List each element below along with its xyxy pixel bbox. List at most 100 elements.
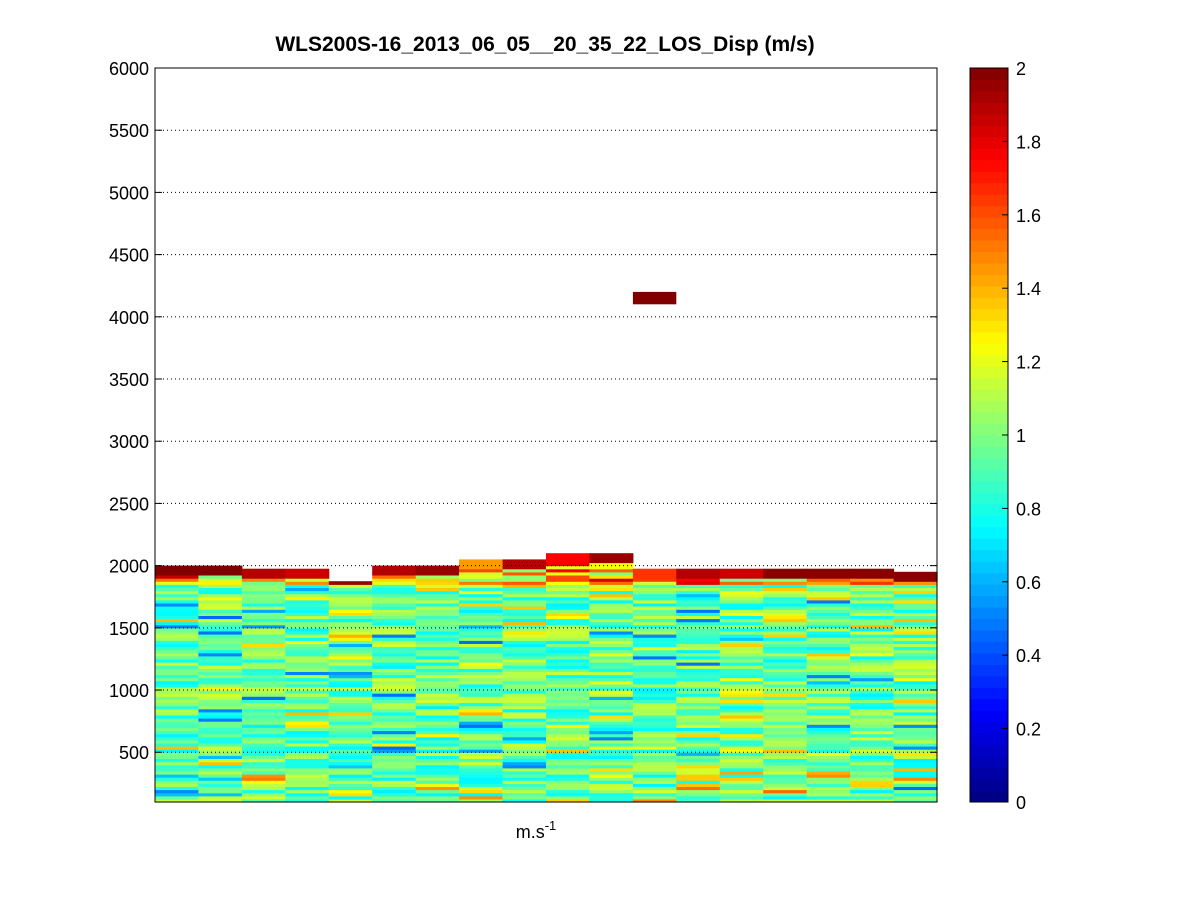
heatmap-cell	[546, 602, 590, 607]
heatmap-cell	[632, 711, 677, 716]
heatmap-cell	[459, 621, 504, 626]
y-tick-label: 3500	[109, 370, 149, 390]
heatmap-cell	[198, 705, 243, 710]
heatmap-cell	[328, 736, 373, 741]
heatmap-cell	[415, 637, 460, 641]
heatmap-cell	[763, 693, 808, 697]
heatmap-cell	[676, 662, 721, 666]
heatmap-cell	[328, 606, 373, 610]
heatmap-cell	[893, 683, 938, 688]
heatmap-cell	[806, 708, 851, 713]
heatmap-cell	[372, 795, 417, 800]
heatmap-cell	[763, 609, 808, 613]
heatmap-cell	[241, 643, 286, 648]
heatmap-cell	[459, 718, 504, 722]
heatmap-cell	[546, 786, 590, 791]
colorbar-tick-label: 1.6	[1016, 206, 1041, 226]
heatmap-cell	[155, 637, 199, 641]
heatmap-cell	[459, 690, 504, 694]
colorbar-swatch	[970, 572, 1008, 585]
colorbar-tick-label: 0.4	[1016, 646, 1041, 666]
heatmap-cell-top	[676, 568, 721, 573]
heatmap-cell	[372, 668, 417, 672]
heatmap-cell	[285, 795, 330, 800]
heatmap-cell	[719, 674, 764, 679]
heatmap-cell	[806, 615, 851, 620]
heatmap-cell	[806, 640, 851, 644]
heatmap-cell-top	[676, 575, 721, 579]
heatmap-cell	[676, 609, 721, 613]
heatmap-cell	[850, 624, 895, 629]
heatmap-cell	[632, 612, 677, 616]
heatmap-cell	[546, 730, 590, 735]
heatmap-cell-top	[850, 568, 895, 573]
heatmap-cell	[806, 780, 851, 784]
heatmap-cell	[372, 652, 417, 657]
heatmap-cell	[241, 630, 286, 635]
heatmap-cell	[241, 792, 286, 797]
heatmap-cell	[850, 789, 895, 794]
heatmap-cell	[546, 665, 590, 669]
heatmap-cell	[632, 618, 677, 623]
heatmap-cell	[676, 746, 721, 750]
heatmap-cell	[155, 618, 199, 623]
heatmap-cell	[155, 798, 199, 803]
heatmap-cell	[285, 599, 330, 604]
heatmap-cell	[372, 686, 417, 691]
heatmap-cell	[502, 643, 547, 648]
heatmap-cell	[589, 665, 634, 669]
heatmap-cell	[241, 789, 286, 794]
heatmap-cell	[502, 624, 547, 629]
heatmap-cell	[372, 798, 417, 803]
heatmap-cell	[893, 652, 938, 657]
colorbar-swatch	[970, 125, 1008, 138]
heatmap-cell	[632, 761, 677, 766]
heatmap-cell-top	[415, 581, 460, 585]
heatmap-cell	[372, 727, 417, 732]
heatmap-cell	[459, 646, 504, 651]
heatmap-cell	[850, 764, 895, 769]
heatmap-cell	[241, 746, 286, 750]
heatmap-cell	[589, 658, 634, 663]
heatmap-cell	[459, 774, 504, 778]
heatmap-cell	[198, 752, 243, 756]
heatmap-cell	[632, 696, 677, 700]
heatmap-cell	[806, 777, 851, 781]
heatmap-cell	[285, 683, 330, 688]
heatmap-cell	[502, 662, 547, 666]
heatmap-cell	[328, 752, 373, 756]
heatmap-cell	[850, 640, 895, 644]
heatmap-cell	[285, 615, 330, 620]
heatmap-cell	[806, 609, 851, 613]
heatmap-cell	[415, 714, 460, 719]
heatmap-cell	[241, 705, 286, 710]
colorbar-swatch	[970, 664, 1008, 677]
heatmap-cell	[198, 637, 243, 641]
heatmap-cell	[415, 798, 460, 803]
heatmap-cell	[415, 739, 460, 744]
heatmap-cell	[285, 593, 330, 598]
heatmap-cell	[763, 621, 808, 626]
heatmap-cell-top	[198, 575, 243, 579]
heatmap-cell	[502, 680, 547, 685]
heatmap-cell	[763, 755, 808, 759]
heatmap-cell	[415, 686, 460, 691]
heatmap-cell-top	[415, 575, 460, 579]
heatmap-cell	[285, 724, 330, 728]
heatmap-cell	[676, 668, 721, 672]
heatmap-cell	[502, 792, 547, 797]
heatmap-cell	[763, 683, 808, 688]
heatmap-cell	[546, 593, 590, 598]
heatmap-cell	[502, 665, 547, 669]
heatmap-cell	[850, 615, 895, 620]
heatmap-cell	[850, 696, 895, 700]
heatmap-cell	[632, 655, 677, 660]
heatmap-cell-top	[676, 581, 721, 585]
heatmap-cell	[676, 683, 721, 688]
heatmap-cell	[546, 767, 590, 772]
heatmap-cell	[806, 686, 851, 691]
heatmap-cell	[676, 795, 721, 800]
heatmap-cell	[328, 690, 373, 694]
heatmap-cell	[155, 746, 199, 750]
heatmap-cell	[285, 693, 330, 697]
